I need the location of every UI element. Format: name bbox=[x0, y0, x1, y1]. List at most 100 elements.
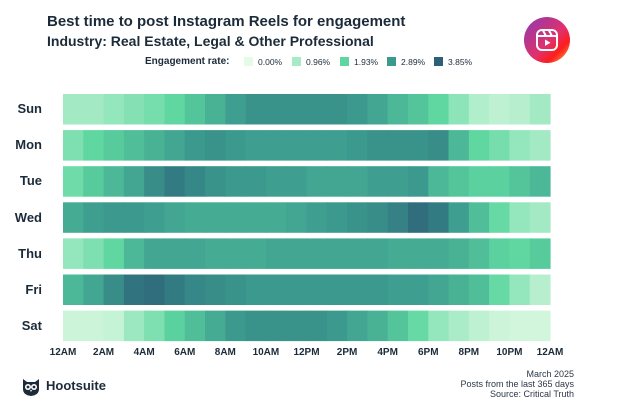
heatmap-cell bbox=[489, 274, 511, 305]
heatmap-cell bbox=[205, 274, 226, 305]
heatmap-cell bbox=[123, 130, 145, 161]
heatmap-cell bbox=[326, 274, 348, 305]
heatmap-cell bbox=[103, 310, 125, 342]
heatmap-cell bbox=[326, 202, 348, 233]
heatmap-cell bbox=[265, 274, 287, 305]
heatmap-cell bbox=[286, 238, 308, 269]
heatmap-cell bbox=[407, 94, 429, 125]
heatmap-cell bbox=[164, 166, 186, 197]
heatmap-cell bbox=[468, 94, 490, 125]
heatmap-cell bbox=[529, 202, 551, 233]
legend-swatch bbox=[434, 57, 443, 66]
heatmap-cell bbox=[144, 130, 166, 161]
heatmap-cell bbox=[468, 274, 490, 305]
heatmap-cell bbox=[123, 274, 145, 305]
heatmap-cell bbox=[448, 274, 470, 305]
heatmap-cell bbox=[489, 202, 511, 233]
heatmap-cell bbox=[387, 166, 409, 197]
heatmap-cell bbox=[468, 202, 490, 233]
heatmap-cell bbox=[164, 274, 186, 305]
heatmap-cell bbox=[306, 130, 328, 161]
heatmap-cell bbox=[123, 94, 145, 125]
heatmap-cell bbox=[205, 238, 226, 269]
heatmap-cell bbox=[83, 274, 105, 305]
legend-label: 0.00% bbox=[258, 57, 283, 67]
heatmap-cell bbox=[103, 238, 125, 269]
heatmap-cell bbox=[509, 166, 531, 197]
heatmap-cell bbox=[63, 130, 84, 161]
footer-date: March 2025 bbox=[526, 369, 574, 379]
heatmap-cell bbox=[448, 94, 470, 125]
legend-item: 0.00% bbox=[244, 57, 282, 67]
hootsuite-logo: Hootsuite bbox=[20, 375, 106, 399]
heatmap-cell bbox=[529, 274, 551, 305]
legend-item: 3.85% bbox=[434, 57, 472, 67]
heatmap-cell bbox=[326, 94, 348, 125]
x-tick-label: 10AM bbox=[252, 347, 280, 358]
heatmap-cell bbox=[468, 310, 490, 342]
brand-name: Hootsuite bbox=[46, 378, 106, 393]
heatmap-cell bbox=[83, 202, 105, 233]
heatmap-row-sat bbox=[63, 310, 551, 342]
heatmap-cell bbox=[428, 202, 450, 233]
heatmap-cell bbox=[326, 238, 348, 269]
heatmap-cell bbox=[306, 202, 328, 233]
heatmap-cell bbox=[205, 166, 226, 197]
x-tick-label: 8PM bbox=[458, 347, 480, 358]
heatmap-cell bbox=[387, 274, 409, 305]
heatmap-cell bbox=[387, 94, 409, 125]
heatmap-cell bbox=[347, 310, 368, 342]
heatmap-cell bbox=[245, 274, 267, 305]
legend: Engagement rate: 0.00% 0.96% 1.93% 2.89%… bbox=[0, 56, 620, 70]
heatmap-cell bbox=[448, 166, 470, 197]
heatmap-cell bbox=[286, 310, 308, 342]
heatmap-cell bbox=[448, 202, 470, 233]
heatmap-row-thu bbox=[63, 238, 551, 269]
heatmap-cell bbox=[123, 202, 145, 233]
heatmap-cell bbox=[489, 166, 511, 197]
x-tick-label: 10PM bbox=[496, 347, 523, 358]
heatmap-cell bbox=[103, 274, 125, 305]
heatmap-cell bbox=[306, 274, 328, 305]
legend-swatch bbox=[292, 57, 301, 66]
legend-label: 2.89% bbox=[401, 57, 426, 67]
heatmap-cell bbox=[468, 166, 490, 197]
heatmap-cell bbox=[164, 238, 186, 269]
heatmap-cell bbox=[63, 94, 84, 125]
heatmap-cell bbox=[326, 310, 348, 342]
heatmap-cell bbox=[347, 166, 368, 197]
heatmap-chart bbox=[63, 94, 551, 342]
day-label: Sat bbox=[21, 317, 42, 333]
heatmap-cell bbox=[103, 130, 125, 161]
heatmap-cell bbox=[63, 310, 84, 342]
chart-title: Best time to post Instagram Reels for en… bbox=[47, 13, 406, 30]
heatmap-cell bbox=[448, 238, 470, 269]
x-tick-label: 8AM bbox=[214, 347, 236, 358]
heatmap-cell bbox=[184, 274, 206, 305]
heatmap-cell bbox=[144, 166, 166, 197]
heatmap-cell bbox=[489, 310, 511, 342]
day-label: Wed bbox=[14, 209, 42, 225]
heatmap-cell bbox=[265, 94, 287, 125]
heatmap-cell bbox=[184, 130, 206, 161]
legend-label: 1.93% bbox=[354, 57, 379, 67]
x-tick-label: 2PM bbox=[336, 347, 358, 358]
heatmap-cell bbox=[265, 238, 287, 269]
heatmap-cell bbox=[387, 202, 409, 233]
heatmap-cell bbox=[529, 310, 551, 342]
footer-source: Source: Critical Truth bbox=[489, 389, 574, 399]
heatmap-cell bbox=[428, 274, 450, 305]
heatmap-cell bbox=[468, 238, 490, 269]
x-tick-label: 4PM bbox=[377, 347, 398, 358]
day-label: Thu bbox=[18, 245, 42, 261]
day-label: Fri bbox=[25, 281, 42, 297]
heatmap-cell bbox=[205, 202, 226, 233]
heatmap-cell bbox=[407, 166, 429, 197]
heatmap-cell bbox=[367, 238, 389, 269]
heatmap-cell bbox=[286, 166, 308, 197]
heatmap-cell bbox=[407, 130, 429, 161]
heatmap-cell bbox=[184, 94, 206, 125]
heatmap-cell bbox=[164, 310, 186, 342]
heatmap-cell bbox=[225, 130, 247, 161]
heatmap-cell bbox=[63, 166, 84, 197]
